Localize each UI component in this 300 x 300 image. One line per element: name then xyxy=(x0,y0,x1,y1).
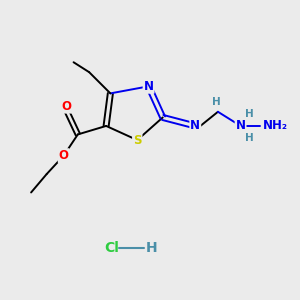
Text: H: H xyxy=(146,241,158,255)
Text: N: N xyxy=(144,80,154,93)
Text: H: H xyxy=(212,97,221,107)
Text: H: H xyxy=(245,109,254,119)
Text: O: O xyxy=(61,100,71,112)
Text: Cl: Cl xyxy=(104,241,119,255)
Text: N: N xyxy=(236,119,246,132)
Text: O: O xyxy=(59,149,69,162)
Text: H: H xyxy=(245,133,254,143)
Text: N: N xyxy=(190,119,200,132)
Text: S: S xyxy=(133,134,142,147)
Text: NH₂: NH₂ xyxy=(263,119,288,132)
